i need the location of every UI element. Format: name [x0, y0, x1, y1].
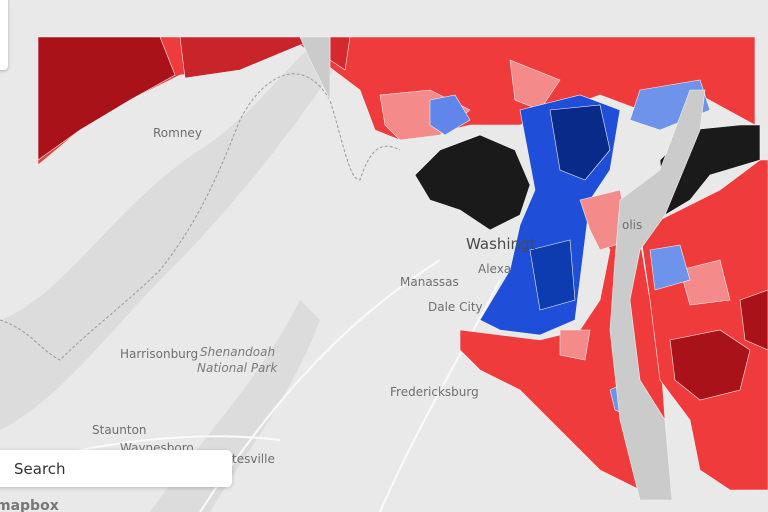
district-region	[649, 244, 691, 291]
borders	[0, 73, 401, 361]
district-region	[669, 329, 751, 401]
place-label: Manassas	[400, 275, 459, 289]
ridge	[0, 40, 340, 430]
place-label: Harrisonburg	[120, 347, 198, 361]
place-label: olis	[622, 218, 642, 232]
place-label: Staunton	[92, 423, 147, 437]
district-region	[549, 104, 611, 181]
district-region	[679, 259, 731, 306]
place-label: Fredericksburg	[390, 385, 479, 399]
road	[379, 279, 501, 512]
districts	[37, 36, 768, 501]
place-label: National Park	[197, 361, 278, 375]
district-region	[429, 94, 471, 136]
search-placeholder[interactable]: Search	[14, 459, 66, 478]
attribution-logo[interactable]: mapbox	[0, 498, 59, 512]
district-region	[37, 36, 176, 161]
place-label: Shenandoah	[200, 345, 275, 359]
place-label: tesville	[232, 452, 275, 466]
state-border	[0, 73, 401, 361]
place-label: Romney	[153, 126, 202, 140]
side-panel[interactable]	[0, 0, 8, 70]
place-label: Alexa	[478, 262, 511, 276]
district-region	[639, 159, 768, 491]
place-label: Dale City	[428, 300, 483, 314]
ridge	[90, 240, 150, 320]
bay-water	[609, 89, 706, 501]
district-region	[529, 239, 576, 311]
search-box[interactable]: Search	[0, 450, 232, 487]
district-region	[739, 289, 768, 351]
district-region	[559, 329, 591, 361]
river-water	[299, 36, 331, 101]
district-region	[414, 134, 531, 231]
place-label: Washingt	[466, 235, 536, 253]
